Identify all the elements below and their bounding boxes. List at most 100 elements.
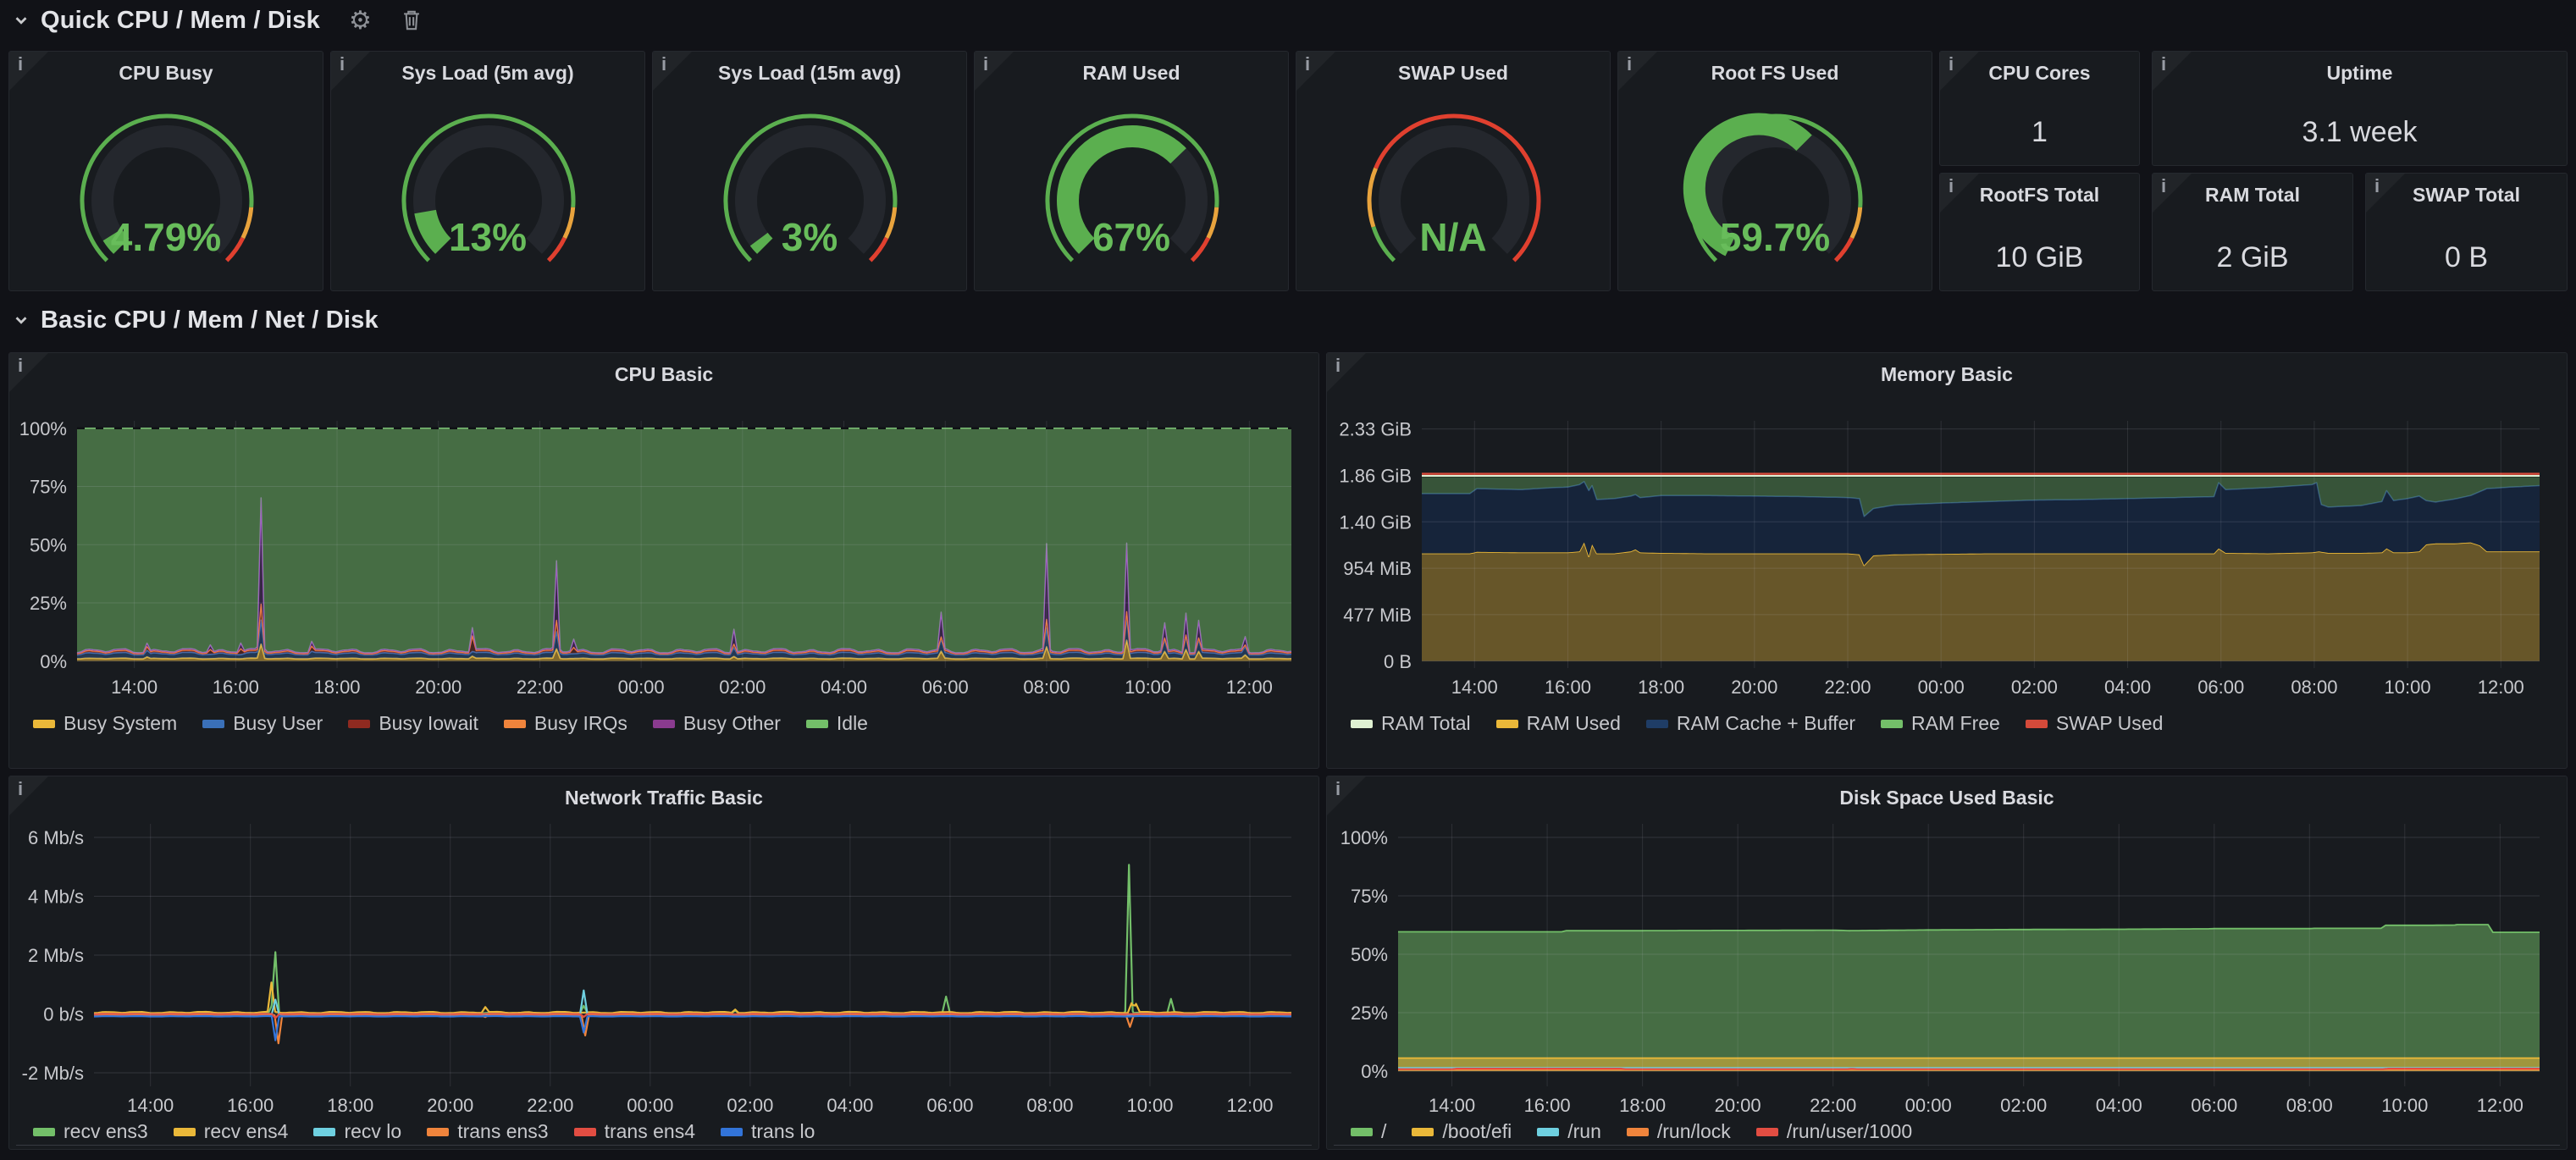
svg-text:18:00: 18:00 (327, 1095, 373, 1116)
svg-text:0 b/s: 0 b/s (43, 1004, 84, 1025)
legend-swatch-icon (806, 720, 828, 728)
svg-text:10:00: 10:00 (2381, 1095, 2428, 1116)
legend-label: / (1381, 1120, 1386, 1143)
legend-item[interactable]: recv ens4 (174, 1120, 289, 1143)
trash-icon[interactable] (401, 8, 423, 32)
svg-text:22:00: 22:00 (1810, 1095, 1856, 1116)
svg-text:06:00: 06:00 (2197, 677, 2244, 698)
legend-swatch-icon (653, 720, 675, 728)
legend-label: /run/user/1000 (1787, 1120, 1912, 1143)
legend-swatch-icon (504, 720, 526, 728)
svg-text:20:00: 20:00 (415, 677, 462, 698)
panel-rootfs-total: i RootFS Total 10 GiB (1939, 173, 2140, 291)
panel-uptime: i Uptime 3.1 week (2152, 51, 2568, 166)
stat-value: 1 (1940, 116, 2139, 149)
legend-item[interactable]: RAM Total (1351, 712, 1471, 735)
legend-swatch-icon (1412, 1128, 1434, 1136)
svg-text:0%: 0% (1361, 1061, 1388, 1082)
legend-label: /run (1567, 1120, 1601, 1143)
legend-item[interactable]: RAM Cache + Buffer (1646, 712, 1855, 735)
legend-item[interactable]: /run/lock (1627, 1120, 1731, 1143)
svg-text:02:00: 02:00 (2000, 1095, 2047, 1116)
legend-item[interactable]: Busy User (202, 712, 323, 735)
legend-item[interactable]: Busy Iowait (348, 712, 478, 735)
legend-item[interactable]: Idle (806, 712, 868, 735)
legend-item[interactable]: trans ens4 (574, 1120, 695, 1143)
legend-swatch-icon (427, 1128, 449, 1136)
svg-text:10:00: 10:00 (2385, 677, 2431, 698)
legend-item[interactable]: RAM Free (1881, 712, 2000, 735)
legend-item[interactable]: SWAP Used (2026, 712, 2164, 735)
svg-text:50%: 50% (1351, 944, 1388, 965)
panel-sys-load-15m: i Sys Load (15m avg) 3% (652, 51, 967, 291)
gauge-value: 3% (653, 214, 966, 260)
legend-item[interactable]: Busy System (33, 712, 177, 735)
legend-item[interactable]: recv ens3 (33, 1120, 148, 1143)
legend-label: Busy IRQs (534, 712, 627, 735)
section-header-basic[interactable]: Basic CPU / Mem / Net / Disk (12, 303, 379, 337)
svg-text:0%: 0% (40, 651, 67, 672)
svg-text:100%: 100% (19, 418, 67, 439)
svg-text:06:00: 06:00 (926, 1095, 973, 1116)
svg-text:06:00: 06:00 (2191, 1095, 2237, 1116)
legend-swatch-icon (348, 720, 370, 728)
panel-cpu-busy: i CPU Busy 4.79% (8, 51, 323, 291)
svg-text:954 MiB: 954 MiB (1343, 558, 1412, 579)
panel-title[interactable]: Uptime (2153, 62, 2567, 85)
svg-text:12:00: 12:00 (2478, 677, 2524, 698)
panel-title[interactable]: SWAP Total (2366, 184, 2567, 207)
svg-text:08:00: 08:00 (2286, 1095, 2333, 1116)
legend-item[interactable]: /run (1537, 1120, 1601, 1143)
svg-text:18:00: 18:00 (313, 677, 360, 698)
panel-title[interactable]: CPU Cores (1940, 62, 2139, 85)
section-title: Basic CPU / Mem / Net / Disk (41, 307, 379, 334)
legend-item[interactable]: /run/user/1000 (1756, 1120, 1912, 1143)
legend-item[interactable]: / (1351, 1120, 1386, 1143)
svg-text:00:00: 00:00 (1905, 1095, 1952, 1116)
legend-swatch-icon (33, 1128, 55, 1136)
svg-text:00:00: 00:00 (1918, 677, 1965, 698)
legend-swatch-icon (1351, 1128, 1373, 1136)
svg-text:12:00: 12:00 (1226, 677, 1273, 698)
svg-text:10:00: 10:00 (1125, 677, 1171, 698)
legend-item[interactable]: RAM Used (1496, 712, 1621, 735)
legend-item[interactable]: Busy Other (653, 712, 781, 735)
legend-label: Idle (837, 712, 868, 735)
panel-divider (1334, 1145, 2560, 1146)
gauge-value: 67% (975, 214, 1288, 260)
legend-swatch-icon (2026, 720, 2048, 728)
svg-text:22:00: 22:00 (1824, 677, 1871, 698)
gauge-value: 59.7% (1618, 214, 1932, 260)
panel-memory-basic: i Memory Basic 0 B477 MiB954 MiB1.40 GiB… (1326, 352, 2568, 769)
legend-swatch-icon (202, 720, 224, 728)
svg-text:20:00: 20:00 (427, 1095, 473, 1116)
panel-title[interactable]: RootFS Total (1940, 184, 2139, 207)
settings-icon[interactable]: ⚙ (349, 6, 372, 36)
panel-root-fs-used: i Root FS Used 59.7% (1617, 51, 1932, 291)
svg-text:14:00: 14:00 (111, 677, 158, 698)
svg-text:02:00: 02:00 (719, 677, 766, 698)
legend-item[interactable]: /boot/efi (1412, 1120, 1512, 1143)
svg-text:12:00: 12:00 (1226, 1095, 1273, 1116)
legend-item[interactable]: Busy IRQs (504, 712, 627, 735)
svg-text:16:00: 16:00 (1545, 677, 1591, 698)
legend-item[interactable]: trans ens3 (427, 1120, 548, 1143)
panel-title[interactable]: RAM Total (2153, 184, 2352, 207)
panel-network-traffic-basic: i Network Traffic Basic -2 Mb/s0 b/s2 Mb… (8, 776, 1319, 1150)
svg-text:00:00: 00:00 (627, 1095, 673, 1116)
svg-text:20:00: 20:00 (1731, 677, 1777, 698)
legend-swatch-icon (1496, 720, 1518, 728)
section-header-quick[interactable]: Quick CPU / Mem / Disk ⚙ (12, 3, 423, 37)
legend-label: SWAP Used (2056, 712, 2164, 735)
legend-item[interactable]: trans lo (721, 1120, 815, 1143)
legend-item[interactable]: recv lo (313, 1120, 401, 1143)
panel-ram-total: i RAM Total 2 GiB (2152, 173, 2353, 291)
panel-ram-used: i RAM Used 67% (974, 51, 1289, 291)
svg-text:04:00: 04:00 (2096, 1095, 2142, 1116)
svg-text:25%: 25% (1351, 1003, 1388, 1024)
svg-text:08:00: 08:00 (2291, 677, 2337, 698)
chart-legend: recv ens3 recv ens4 recv lo trans ens3 trans… (33, 1120, 815, 1143)
legend-swatch-icon (33, 720, 55, 728)
svg-text:14:00: 14:00 (127, 1095, 174, 1116)
legend-label: trans ens3 (457, 1120, 548, 1143)
